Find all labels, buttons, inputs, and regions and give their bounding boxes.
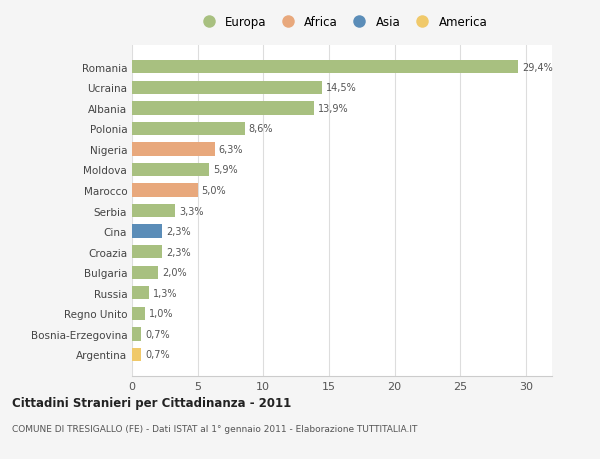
Bar (132, 143, 215, 156)
Text: 1,0%: 1,0% (149, 309, 173, 319)
Bar (132, 204, 175, 218)
Text: 2,3%: 2,3% (166, 227, 191, 237)
Bar (132, 328, 141, 341)
Bar (132, 286, 149, 300)
Bar (132, 102, 314, 115)
Text: 3,3%: 3,3% (179, 206, 204, 216)
Text: 14,5%: 14,5% (326, 83, 357, 93)
Text: 13,9%: 13,9% (319, 104, 349, 113)
Text: COMUNE DI TRESIGALLO (FE) - Dati ISTAT al 1° gennaio 2011 - Elaborazione TUTTITA: COMUNE DI TRESIGALLO (FE) - Dati ISTAT a… (12, 425, 418, 433)
Text: 2,0%: 2,0% (162, 268, 187, 278)
Bar (132, 266, 158, 280)
Text: Cittadini Stranieri per Cittadinanza - 2011: Cittadini Stranieri per Cittadinanza - 2… (12, 396, 291, 409)
Bar (132, 225, 162, 238)
Bar (132, 163, 209, 177)
Legend: Europa, Africa, Asia, America: Europa, Africa, Asia, America (192, 11, 492, 34)
Bar (132, 61, 518, 74)
Bar (132, 307, 145, 320)
Text: 5,0%: 5,0% (202, 185, 226, 196)
Text: 0,7%: 0,7% (145, 329, 170, 339)
Bar (132, 184, 197, 197)
Text: 5,9%: 5,9% (214, 165, 238, 175)
Bar (132, 348, 141, 361)
Text: 6,3%: 6,3% (218, 145, 243, 155)
Text: 2,3%: 2,3% (166, 247, 191, 257)
Bar (132, 123, 245, 136)
Text: 0,7%: 0,7% (145, 350, 170, 360)
Text: 8,6%: 8,6% (249, 124, 274, 134)
Bar (132, 81, 322, 95)
Text: 1,3%: 1,3% (153, 288, 178, 298)
Text: 29,4%: 29,4% (522, 62, 553, 73)
Bar (132, 246, 162, 259)
